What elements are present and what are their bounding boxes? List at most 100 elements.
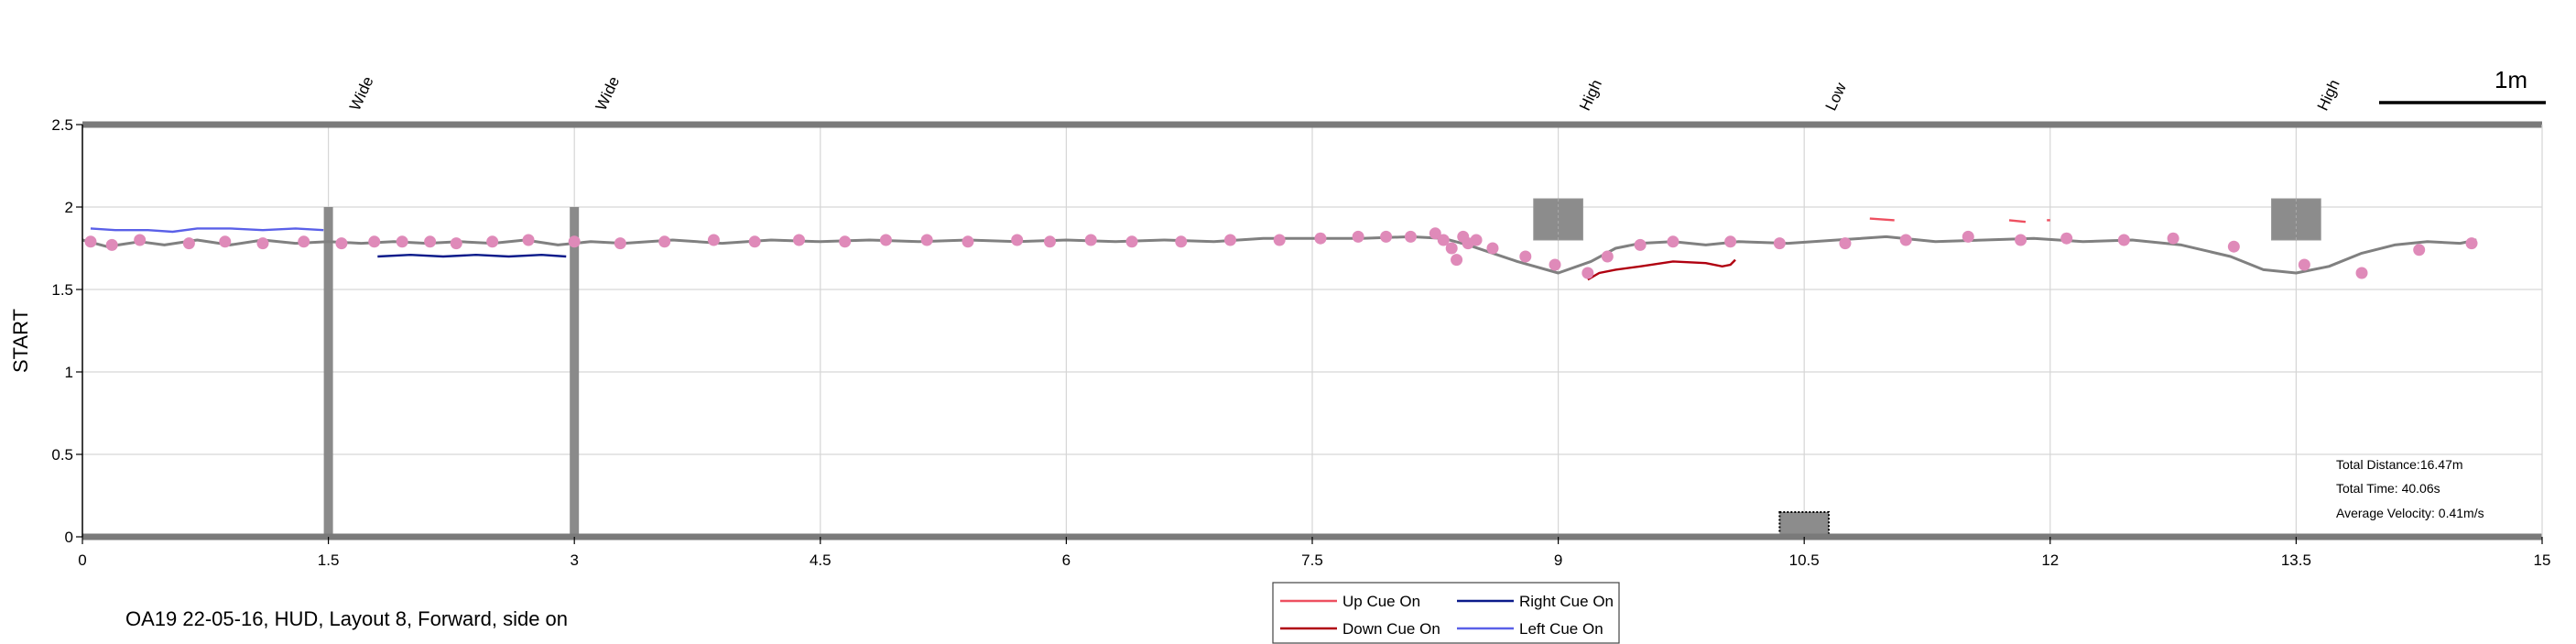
legend: Up Cue On Down Cue On Right Cue On Left Cue…	[1272, 582, 1620, 644]
obstacle-label: High	[2314, 77, 2343, 114]
tick-labels: 0 1.5 3 4.5 6 7.5 9 10.5 12 13.5 15 0 0.5 1 1.5 2 2.5 Wid…	[51, 74, 2550, 569]
step-marker	[879, 234, 892, 246]
step-marker	[105, 238, 118, 251]
step-marker	[2060, 232, 2073, 245]
step-marker	[614, 237, 626, 250]
axes-frame	[76, 121, 2543, 544]
step-marker	[298, 235, 310, 248]
cue-lines	[90, 217, 2050, 281]
step-marker	[748, 235, 761, 248]
step-marker	[793, 234, 806, 246]
stats-distance: Total Distance:16.47m	[2336, 457, 2463, 472]
step-marker	[134, 234, 147, 246]
step-marker	[1549, 258, 1561, 271]
y-axis-label: START	[9, 309, 32, 373]
stats-time: Total Time: 40.06s	[2336, 481, 2440, 496]
step-marker	[1581, 267, 1594, 279]
obstacles	[323, 198, 2321, 538]
step-marker	[1839, 237, 1852, 250]
stats-box: Total Distance:16.47m Total Time: 40.06s…	[2336, 457, 2484, 520]
step-marker	[1175, 235, 1188, 248]
scale-bar-label: 1m	[2494, 66, 2527, 93]
y-tick-label: 1.5	[51, 281, 73, 299]
step-marker	[2355, 267, 2368, 279]
legend-label: Right Cue On	[1519, 593, 1614, 610]
step-marker	[1451, 254, 1463, 267]
step-marker	[84, 235, 97, 248]
stats-velocity: Average Velocity: 0.41m/s	[2336, 506, 2484, 520]
step-marker	[1429, 227, 1441, 240]
obstacle-label: Low	[1822, 80, 1851, 114]
step-marker	[1470, 234, 1483, 246]
scale-bar: 1m	[2379, 66, 2546, 104]
step-marker	[256, 237, 269, 250]
step-markers	[84, 227, 2478, 279]
step-marker	[839, 235, 852, 248]
obstacle-label: Wide	[346, 74, 377, 114]
step-marker	[1273, 234, 1286, 246]
step-marker	[1773, 237, 1786, 250]
cue-line	[1587, 258, 1736, 281]
cue-line	[1869, 217, 1895, 222]
chart-caption: OA19 22-05-16, HUD, Layout 8, Forward, s…	[125, 607, 569, 630]
step-marker	[2167, 232, 2179, 245]
step-marker	[1601, 250, 1614, 263]
step-marker	[2227, 240, 2240, 253]
obstacle-box	[1778, 511, 1831, 538]
step-marker	[1667, 235, 1679, 248]
step-marker	[707, 234, 720, 246]
step-marker	[1724, 235, 1737, 248]
step-marker	[1899, 234, 1912, 246]
step-marker	[1223, 234, 1236, 246]
cue-line	[90, 227, 324, 234]
x-tick-label: 7.5	[1301, 551, 1323, 569]
obstacle-pole	[323, 207, 333, 537]
step-marker	[486, 235, 499, 248]
cue-line	[377, 253, 567, 258]
step-marker	[1404, 230, 1417, 243]
legend-label: Left Cue On	[1519, 620, 1603, 638]
step-marker	[368, 235, 381, 248]
x-tick-label: 13.5	[2281, 551, 2311, 569]
step-marker	[962, 235, 974, 248]
step-marker	[182, 237, 195, 250]
x-tick-label: 6	[1062, 551, 1071, 569]
x-tick-label: 3	[570, 551, 578, 569]
step-marker	[658, 235, 671, 248]
step-marker	[1125, 235, 1138, 248]
step-marker	[2465, 237, 2478, 250]
grid	[82, 125, 2542, 537]
x-tick-label: 12	[2041, 551, 2059, 569]
legend-frame	[1272, 582, 1620, 644]
legend-items: Up Cue On Down Cue On Right Cue On Left Cue…	[1280, 593, 1614, 638]
step-marker	[2413, 244, 2426, 257]
x-tick-label: 0	[78, 551, 86, 569]
x-tick-label: 4.5	[810, 551, 831, 569]
obstacle-pole	[570, 207, 580, 537]
step-marker	[1084, 234, 1097, 246]
legend-label: Up Cue On	[1342, 593, 1420, 610]
step-marker	[1962, 230, 1974, 243]
step-marker	[522, 234, 535, 246]
step-marker	[2298, 258, 2310, 271]
step-marker	[2015, 234, 2027, 246]
x-tick-label: 15	[2534, 551, 2551, 569]
y-tick-label: 2	[65, 199, 73, 216]
y-tick-label: 1	[65, 364, 73, 381]
step-marker	[424, 235, 437, 248]
x-tick-label: 1.5	[318, 551, 340, 569]
step-marker	[920, 234, 933, 246]
step-marker	[1011, 234, 1024, 246]
x-tick-label: 9	[1554, 551, 1562, 569]
x-tick-label: 10.5	[1789, 551, 1820, 569]
step-marker	[1314, 232, 1327, 245]
step-marker	[450, 237, 462, 250]
y-tick-label: 0.5	[51, 446, 73, 464]
obstacle-label: Wide	[592, 74, 624, 114]
step-marker	[1352, 230, 1364, 243]
cue-line	[2008, 219, 2027, 224]
step-marker	[1380, 230, 1393, 243]
step-marker	[1486, 242, 1499, 255]
step-marker	[568, 235, 581, 248]
